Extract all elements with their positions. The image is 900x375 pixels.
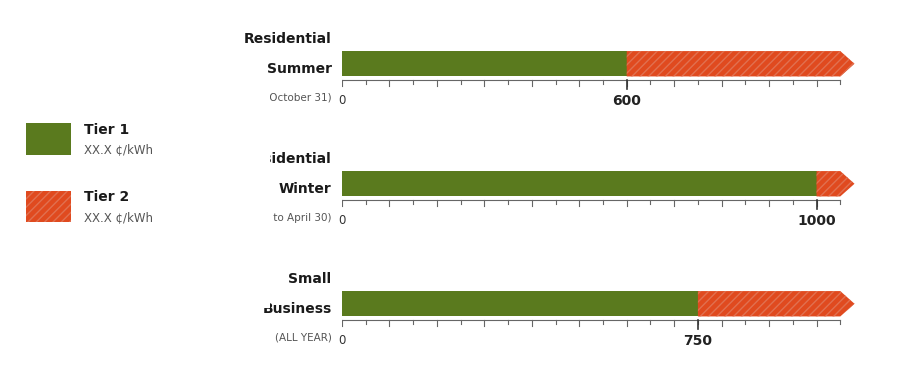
Bar bbox=[342, 51, 626, 76]
Text: 1000: 1000 bbox=[797, 214, 836, 228]
Text: Tier 2: Tier 2 bbox=[84, 190, 129, 204]
Text: 0: 0 bbox=[338, 94, 346, 107]
Text: (May 1 to October 31): (May 1 to October 31) bbox=[217, 93, 331, 103]
Polygon shape bbox=[816, 171, 854, 196]
Text: Business: Business bbox=[262, 302, 331, 316]
Bar bbox=[25, 190, 71, 222]
Polygon shape bbox=[698, 291, 854, 316]
Bar bbox=[342, 291, 698, 316]
Text: (ALL YEAR): (ALL YEAR) bbox=[274, 333, 331, 343]
Text: 0: 0 bbox=[338, 214, 346, 227]
Text: Residential: Residential bbox=[244, 32, 331, 46]
Text: Winter: Winter bbox=[279, 182, 331, 196]
Text: 0: 0 bbox=[338, 334, 346, 347]
Text: XX.X ¢/kWh: XX.X ¢/kWh bbox=[84, 144, 152, 156]
Bar bbox=[342, 171, 816, 196]
Text: Summer: Summer bbox=[266, 62, 331, 76]
Text: Residential: Residential bbox=[244, 152, 331, 166]
Text: Tier 1: Tier 1 bbox=[84, 123, 129, 137]
Text: XX.X ¢/kWh: XX.X ¢/kWh bbox=[84, 211, 152, 224]
Text: Small: Small bbox=[288, 272, 331, 286]
Polygon shape bbox=[626, 51, 854, 76]
Bar bbox=[25, 190, 71, 222]
Text: 750: 750 bbox=[683, 334, 713, 348]
Text: (November 1 to April 30): (November 1 to April 30) bbox=[202, 213, 331, 223]
Text: 600: 600 bbox=[612, 94, 641, 108]
Bar bbox=[25, 123, 71, 154]
